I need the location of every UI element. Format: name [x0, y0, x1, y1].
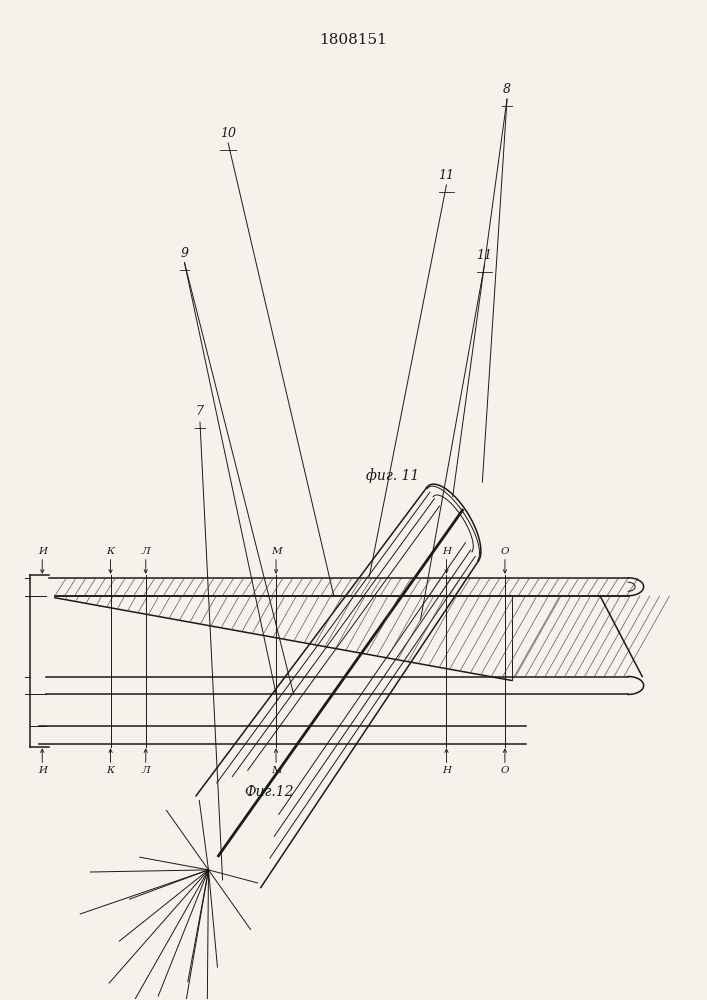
Text: М: М [271, 766, 281, 775]
Text: И: И [37, 547, 47, 556]
Text: 11: 11 [477, 249, 493, 262]
Text: О: О [501, 766, 509, 775]
Text: Л: Л [141, 766, 150, 775]
Text: фиг. 11: фиг. 11 [366, 468, 419, 483]
Text: М: М [271, 547, 281, 556]
Text: Фиг.12: Фиг.12 [244, 785, 293, 799]
Text: К: К [107, 766, 115, 775]
Text: 11: 11 [438, 169, 455, 182]
Text: 9: 9 [180, 247, 189, 260]
Text: 1808151: 1808151 [320, 33, 387, 47]
Text: И: И [37, 766, 47, 775]
Text: Л: Л [141, 547, 150, 556]
Text: 7: 7 [196, 405, 204, 418]
Text: О: О [501, 547, 509, 556]
Text: К: К [107, 547, 115, 556]
Text: Н: Н [442, 547, 451, 556]
Text: 10: 10 [220, 127, 236, 140]
Text: Н: Н [442, 766, 451, 775]
Text: 8: 8 [503, 83, 511, 96]
